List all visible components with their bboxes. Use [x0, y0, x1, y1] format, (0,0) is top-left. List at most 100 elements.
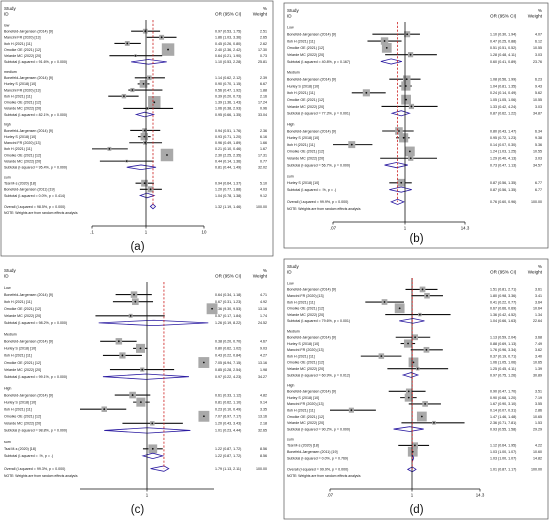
study-point-estimate	[414, 336, 417, 339]
header-or: OR (95% CI)	[490, 14, 517, 19]
study-ci-text: 0.67 (0.31, 1.23)	[215, 300, 241, 304]
study-weight: 9.14	[260, 400, 267, 404]
study-weight: 17.30	[258, 48, 267, 52]
subtotal-label: Subtotal (I-squared = 91.6%, p = 0.000)	[4, 60, 67, 64]
study-ci-text: 0.90 (0.70, 1.15)	[215, 82, 241, 86]
x-axis-tick-label: .07	[330, 226, 337, 231]
study-point-estimate	[350, 409, 353, 412]
study-label: Bonefeld-Jørgensen (2014) [9]	[287, 336, 336, 340]
study-label: Itoh H (2021) [11]	[4, 42, 32, 46]
study-weight: 5.36	[535, 143, 542, 147]
study-point-estimate	[433, 421, 435, 424]
summary-ci-text: 0.93 (0.55, 1.58)	[490, 427, 516, 431]
study-ci-text: 7.05 (6.94, 7.15)	[215, 361, 241, 365]
study-weight: 10.55	[533, 98, 542, 102]
summary-weight: 100.00	[531, 200, 542, 204]
subgroup-label: High	[4, 386, 11, 390]
subtotal-diamond	[141, 452, 165, 460]
study-weight: 4.67	[260, 340, 267, 344]
summary-ci-text: 0.73 (0.47, 1.13)	[490, 163, 516, 167]
study-point-estimate	[409, 157, 412, 160]
study-ci-text: 1.10 (0.30, 1.94)	[490, 33, 516, 37]
weights-note: NOTE: Weights are from random effects an…	[4, 474, 78, 478]
study-point-estimate	[160, 36, 163, 39]
panel-border	[283, 2, 549, 249]
study-ci-text: 1.06 (0.38, 2.93)	[215, 107, 241, 111]
study-label: Omoike OE (2021) [12]	[4, 307, 41, 311]
summary-ci-text: 0.76 (0.60, 0.96)	[490, 200, 516, 204]
subgroup-label: Medium	[4, 333, 17, 337]
study-ci-text: 2.30 (2.25, 2.35)	[215, 153, 241, 157]
subgroup-label: sum	[287, 437, 294, 441]
study-point-estimate	[123, 95, 125, 98]
study-point-estimate	[131, 394, 134, 396]
study-ci-text: 0.45 (0.26, 0.80)	[215, 42, 241, 46]
study-weight: 1.34	[535, 313, 542, 317]
study-point-estimate	[202, 361, 205, 364]
header-id: ID	[4, 274, 9, 279]
study-ci-text: 0.93 (0.71, 1.20)	[215, 135, 241, 139]
study-weight: 3.35	[260, 408, 267, 412]
study-label: Hurley S (2018) [10]	[4, 135, 36, 139]
study-ci-text: 0.97 (0.53, 1.75)	[215, 29, 241, 33]
study-ci-text: 0.24 (0.14, 0.49)	[490, 91, 516, 95]
study-ci-text: 0.94 (0.51, 1.76)	[215, 129, 241, 133]
study-weight: 2.51	[260, 29, 267, 33]
header-or: OR (95% CI)	[215, 274, 242, 279]
x-axis-tick-label: 1	[145, 230, 148, 235]
header-weight: Weight	[253, 274, 268, 279]
study-label: Bonefeld-Jørgensen (2014) [9]	[4, 340, 53, 344]
study-label: Itoh H (2021) [11]	[287, 91, 315, 95]
study-ci-text: 0.44 (0.14, 1.36)	[215, 159, 241, 163]
x-axis-tick-label: 1	[146, 493, 149, 498]
summary-ci-text: 1.01 (0.23, 4.44)	[215, 429, 241, 433]
summary-ci-text: 1.10 (0.53, 2.28)	[215, 60, 241, 64]
header-or: OR (95% CI)	[215, 12, 242, 17]
study-label: Itoh H (2021) [11]	[287, 39, 315, 43]
study-ci-text: 1.33 (0.42, 4.24)	[490, 105, 516, 109]
study-label: Itoh H (2021) [11]	[4, 147, 32, 151]
study-label: Tsai M-s (2020) [18]	[4, 447, 36, 451]
study-label: Bonefeld-Jørgensen (2014) [9]	[287, 129, 336, 133]
study-weight: 1.66	[260, 141, 267, 145]
subtotal-label: Subtotal (I-squared = 99.1%, p = 0.000)	[4, 375, 67, 379]
study-ci-text: 7.07 (6.97, 7.17)	[215, 415, 241, 419]
study-label: Velarde MC (2022) [20]	[287, 53, 324, 57]
study-point-estimate	[117, 340, 120, 343]
subtotal-diamond	[384, 162, 408, 169]
header-weight: Weight	[528, 14, 543, 19]
summary-ci-text: 1.04 (0.78, 1.38)	[215, 194, 241, 198]
study-label: Bonefeld-Jørgensen (2014) [9]	[4, 76, 53, 80]
study-weight: 6.67	[260, 82, 267, 86]
overall-label: Overall (I-squared = 99.9%, p = 0.000)	[287, 200, 348, 204]
study-point-estimate	[404, 85, 407, 87]
subgroup-label: sum	[4, 440, 11, 444]
x-axis-tick-label: 14.3	[476, 493, 485, 498]
summary-ci-text: 1.01 (0.87, 1.17)	[490, 468, 516, 472]
study-ci-text: 1.04 (0.81, 1.35)	[490, 84, 516, 88]
study-point-estimate	[421, 288, 424, 291]
study-ci-text: 1.51 (0.81, 2.71)	[490, 288, 516, 292]
header-weight-pct: %	[263, 268, 267, 273]
study-weight: 3.61	[535, 288, 542, 292]
header-or: OR (95% CI)	[490, 270, 517, 275]
study-weight: 10.60	[533, 450, 542, 454]
study-weight: 1.39	[535, 367, 542, 371]
study-label: Velarde MC (2022) [20]	[4, 54, 41, 58]
study-weight: 4.92	[260, 300, 267, 304]
study-ci-text: 1.28 (0.48, 4.11)	[490, 53, 516, 57]
summary-ci-text: 1.32 (1.19, 1.46)	[215, 205, 241, 209]
study-weight: 10.55	[533, 46, 542, 50]
summary-weight: 6.77	[535, 188, 542, 192]
subtotal-label: Subtotal (I-squared = .%, p = .)	[287, 188, 336, 192]
study-label: Mancini FR (2020) [13]	[4, 88, 41, 92]
study-weight: 17.31	[258, 153, 267, 157]
study-label: Omoike OE (2021) [12]	[4, 153, 41, 157]
study-weight: 6.77	[535, 181, 542, 185]
subtotal-diamond	[131, 59, 167, 65]
study-ci-text: 1.76 (0.96, 3.34)	[490, 348, 516, 352]
study-ci-text: 0.85 (0.28, 2.54)	[215, 368, 241, 372]
summary-weight: 33.04	[258, 113, 267, 117]
summary-weight: 30.89	[533, 373, 542, 377]
